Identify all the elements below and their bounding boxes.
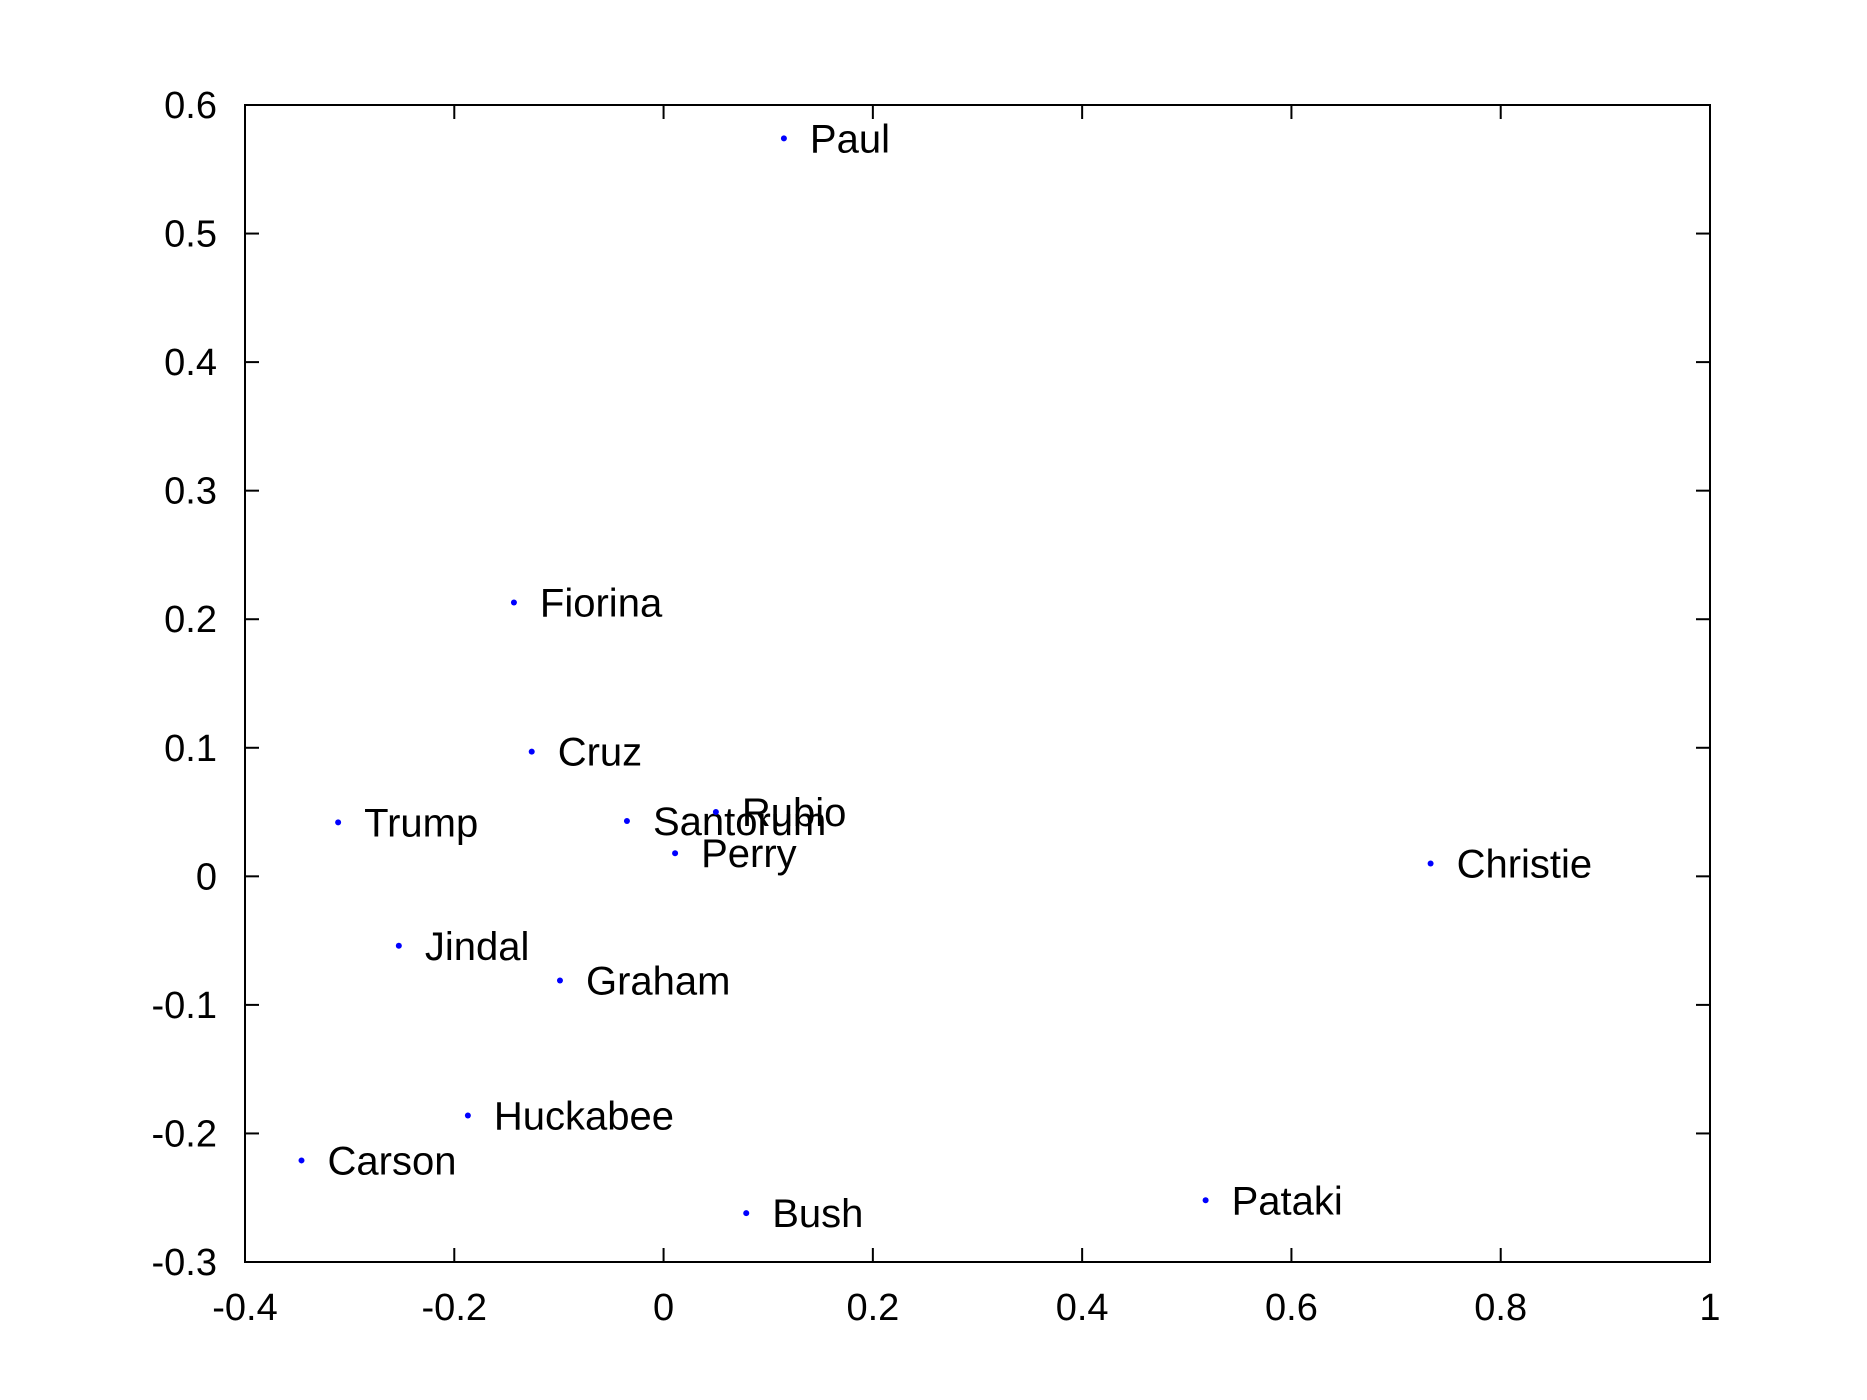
data-point <box>712 809 719 816</box>
point-label: Jindal <box>425 925 530 969</box>
x-axis: -0.4 -0.2 0 0.2 0.4 0.6 0.8 1 <box>212 105 1721 1329</box>
y-tick-label: 0.4 <box>164 342 217 384</box>
y-tick-label: 0 <box>196 856 217 898</box>
point-label: Paul <box>810 117 890 161</box>
y-axis: -0.3 -0.2 -0.1 0 0.1 0.2 0.3 0.4 0.5 0.6 <box>152 85 1710 1284</box>
point-label: Rubio <box>742 791 847 835</box>
y-tick-label: -0.1 <box>152 985 217 1027</box>
data-point <box>623 818 630 825</box>
data-point <box>464 1112 471 1119</box>
point-label: Bush <box>772 1192 863 1236</box>
x-tick-label: -0.2 <box>422 1287 487 1329</box>
point-label: Christie <box>1457 842 1593 886</box>
x-tick-label: -0.4 <box>212 1287 277 1329</box>
x-tick-label: 1 <box>1699 1287 1720 1329</box>
y-tick-label: 0.1 <box>164 728 217 770</box>
point-label: Trump <box>364 801 478 845</box>
data-point <box>1427 860 1434 867</box>
x-tick-label: 0.6 <box>1265 1287 1318 1329</box>
data-point <box>395 942 402 949</box>
point-label: Graham <box>586 959 731 1003</box>
point-label: Fiorina <box>540 582 663 626</box>
point-label: Cruz <box>558 731 642 775</box>
x-tick-label: 0.2 <box>846 1287 899 1329</box>
point-label: Pataki <box>1232 1179 1343 1223</box>
y-tick-label: 0.3 <box>164 471 217 513</box>
x-tick-label: 0 <box>653 1287 674 1329</box>
data-point <box>528 748 535 755</box>
y-tick-label: 0.6 <box>164 85 217 127</box>
data-point <box>743 1210 750 1217</box>
y-tick-label: -0.3 <box>152 1242 217 1284</box>
point-label: Perry <box>701 832 797 876</box>
point-label: Santorum <box>653 800 826 844</box>
point-label: Huckabee <box>494 1094 674 1138</box>
data-point <box>510 599 517 606</box>
y-tick-label: -0.2 <box>152 1113 217 1155</box>
y-tick-label: 0.5 <box>164 214 217 256</box>
y-tick-label: 0.2 <box>164 599 217 641</box>
data-point <box>1202 1197 1209 1204</box>
data-point <box>780 135 787 142</box>
data-point <box>298 1157 305 1164</box>
data-point <box>335 819 342 826</box>
plot-area <box>244 104 1711 1263</box>
x-tick-label: 0.8 <box>1474 1287 1527 1329</box>
point-label: Carson <box>328 1139 457 1183</box>
data-point <box>556 977 563 984</box>
x-tick-label: 0.4 <box>1056 1287 1109 1329</box>
data-point <box>672 850 679 857</box>
